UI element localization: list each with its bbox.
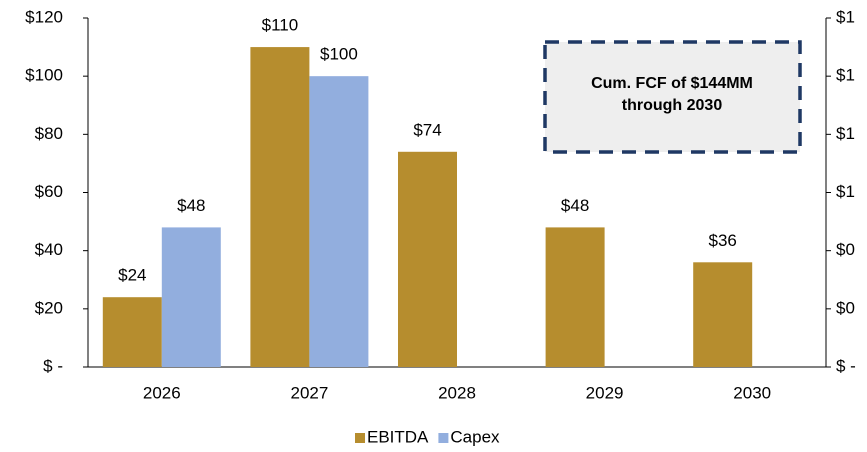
bar: [250, 47, 310, 367]
annotation: through 2030: [622, 97, 723, 114]
x-tick-label: 2029: [586, 383, 624, 402]
y-tick-label: $80: [35, 124, 63, 143]
legend-label: EBITDA: [367, 427, 429, 446]
y2-tick-label: $1: [836, 66, 855, 85]
y2-tick-label: $1: [836, 182, 855, 201]
y-tick-label: $40: [35, 240, 63, 259]
x-tick-label: 2028: [438, 383, 476, 402]
x-tick-label: 2027: [290, 383, 328, 402]
bar: [545, 227, 605, 367]
y2-tick-label: $1: [836, 124, 855, 143]
y2-tick-label: $ -: [836, 356, 856, 375]
y2-tick-label: $0: [836, 240, 855, 259]
bar: [102, 297, 162, 367]
data-label: $110: [262, 16, 299, 35]
data-label: $100: [320, 45, 358, 64]
y2-tick-label: $1: [836, 7, 855, 26]
data-label: $74: [413, 120, 441, 139]
x-tick-label: 2026: [143, 383, 181, 402]
y-tick-label: $120: [25, 7, 63, 26]
annotation: Cum. FCF of $144MM: [591, 75, 753, 92]
y-tick-label: $ -: [43, 356, 63, 375]
y2-tick-label: $0: [836, 298, 855, 317]
data-label: $48: [177, 196, 205, 215]
annotation-box: [543, 40, 802, 154]
x-tick-label: 2030: [733, 383, 771, 402]
y-tick-label: $60: [35, 182, 63, 201]
legend-swatch: [438, 433, 449, 443]
bar: [693, 262, 753, 367]
data-label: $48: [561, 196, 589, 215]
data-label: $24: [118, 266, 146, 285]
data-label: $36: [709, 231, 737, 250]
bar: [161, 227, 221, 367]
y-tick-label: $100: [25, 66, 63, 85]
legend-swatch: [355, 433, 365, 443]
legend-label: Capex: [450, 427, 500, 446]
bar: [398, 151, 457, 367]
bar: [309, 76, 369, 368]
y-tick-label: $20: [35, 298, 63, 317]
